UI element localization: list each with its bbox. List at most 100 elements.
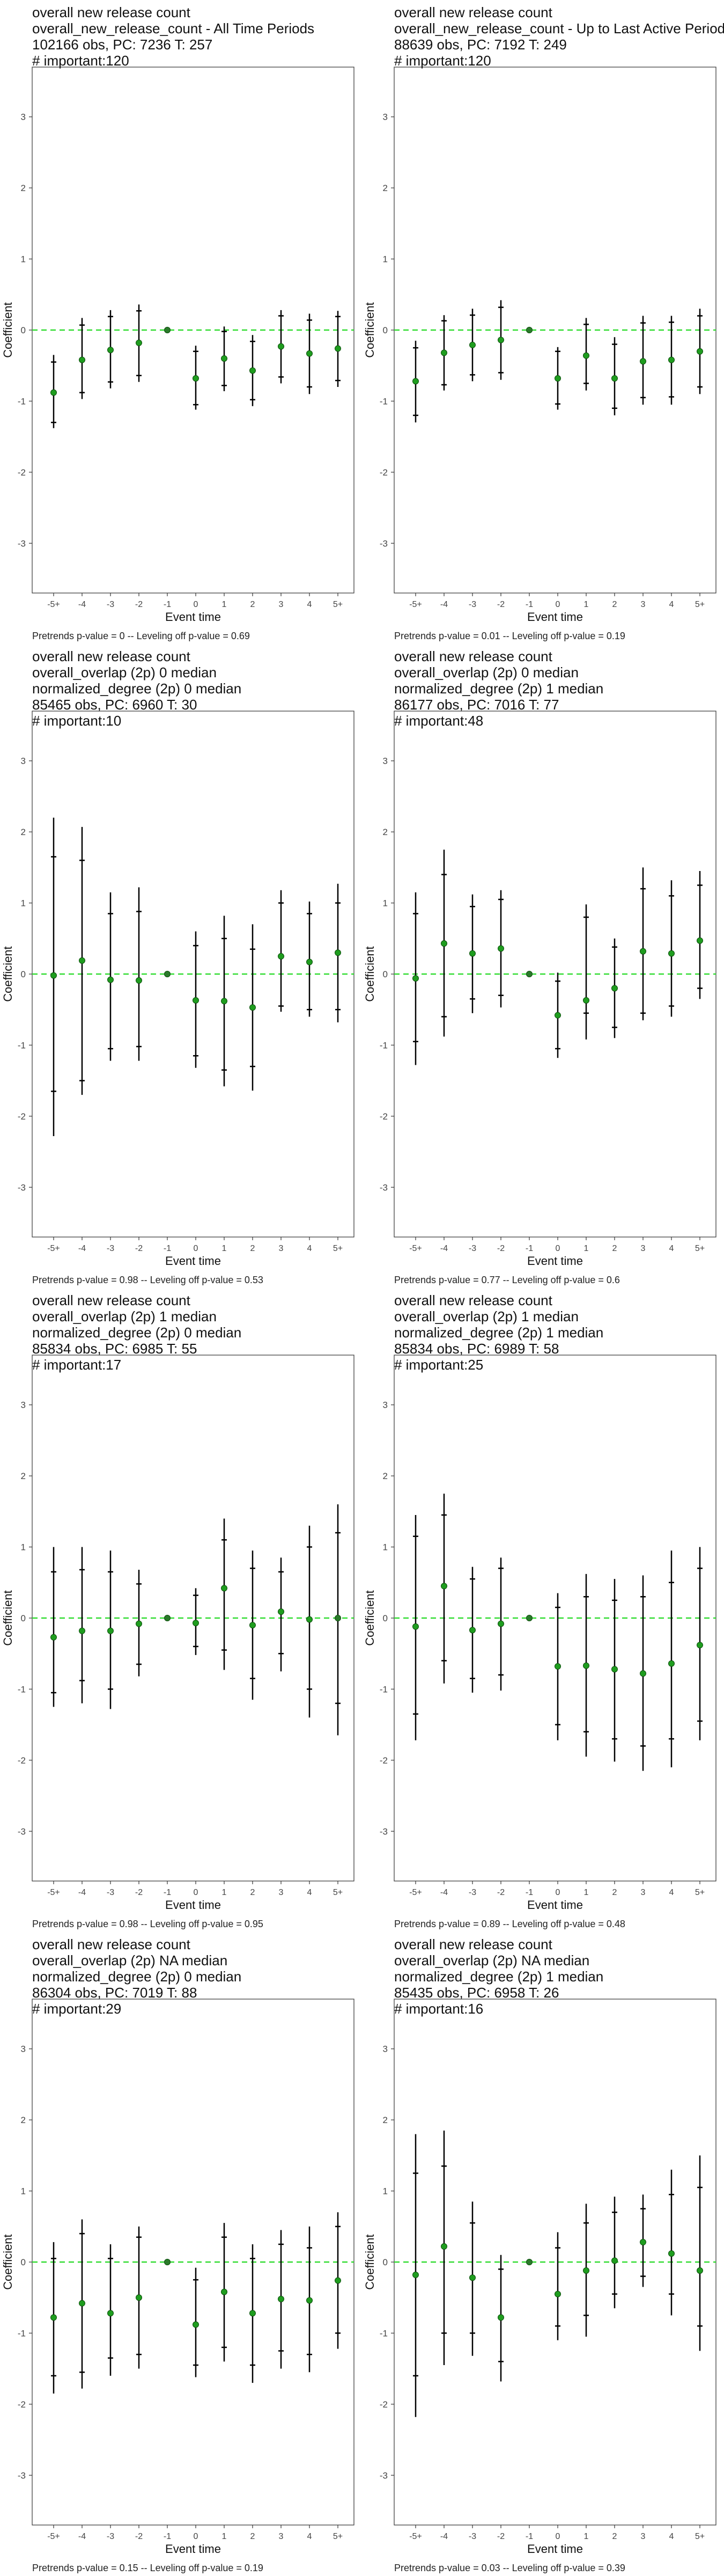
coefficient-point: [697, 2267, 703, 2274]
y-tick-label: 1: [21, 254, 26, 265]
x-tick-label: 3: [279, 2532, 284, 2541]
coefficient-point: [583, 997, 589, 1004]
chart-title-line: # important:17: [32, 1357, 122, 1373]
x-tick-label: 5+: [695, 1888, 705, 1897]
chart-panel: overall new release count overall_overlap…: [362, 644, 724, 1288]
chart-title-line: # important:120: [394, 53, 491, 69]
x-tick-label: 2: [250, 2532, 255, 2541]
coefficient-point: [555, 1012, 561, 1019]
x-tick-label: -3: [107, 1888, 114, 1897]
chart-title-line: overall new release count: [394, 648, 552, 664]
coefficient-point: [136, 339, 142, 346]
coefficient-point: [469, 950, 476, 957]
y-tick-label: -2: [18, 1755, 26, 1766]
x-tick-label: 4: [307, 600, 312, 609]
x-tick-label: 4: [669, 600, 674, 609]
y-tick-label: 2: [21, 183, 26, 193]
chart-title-line: 85435 obs, PC: 6958 T: 26: [394, 1985, 559, 2001]
chart-svg: -3 -2 -1 0 1 2 3 -5+ -4 -3 -2 -1 0 1 2 3 4 5+ Event time Co…: [1, 1999, 354, 2556]
y-tick-label: 3: [383, 756, 388, 766]
chart-title-line: overall new release count: [394, 1292, 552, 1308]
y-axis-title: Coefficient: [1, 2234, 14, 2290]
x-tick-label: -1: [526, 600, 533, 609]
coefficient-point: [221, 998, 227, 1005]
coefficient-point: [306, 958, 313, 965]
x-axis-title: Event time: [527, 1898, 583, 1912]
x-tick-label: -1: [164, 1888, 171, 1897]
chart-title-line: overall_overlap (2p) 1 median: [32, 1308, 217, 1324]
coefficient-point: [583, 1662, 589, 1669]
x-tick-label: -2: [135, 2532, 143, 2541]
y-axis-title: Coefficient: [363, 946, 376, 1002]
y-tick-label: -2: [380, 2399, 388, 2410]
y-tick-label: 3: [383, 2044, 388, 2054]
chart-svg: -3 -2 -1 0 1 2 3 -5+ -4 -3 -2 -1 0 1 2 3 4 5+ Event time Co…: [363, 711, 716, 1268]
chart-svg: -3 -2 -1 0 1 2 3 -5+ -4 -3 -2 -1 0 1 2 3 4 5+ Event time Co…: [1, 67, 354, 624]
coefficient-point: [107, 976, 114, 983]
x-tick-label: -3: [469, 1244, 476, 1253]
y-tick-label: 2: [383, 2115, 388, 2125]
coefficient-point: [221, 355, 227, 362]
coefficient-point: [50, 1634, 57, 1641]
x-tick-label: -3: [107, 2532, 114, 2541]
y-tick-label: -3: [18, 538, 26, 548]
x-tick-label: -5+: [47, 2532, 60, 2541]
coefficient-point: [335, 949, 341, 956]
y-axis-title: Coefficient: [1, 302, 14, 358]
y-tick-label: 2: [21, 827, 26, 837]
coefficient-point: [278, 953, 284, 960]
x-tick-label: 0: [194, 2532, 198, 2541]
chart-panel: overall new release count overall_overlap…: [0, 1288, 362, 1932]
x-tick-label: 3: [641, 600, 646, 609]
coefficient-point: [441, 1583, 447, 1590]
chart-title-line: # important:29: [32, 2001, 122, 2017]
coefficient-point: [668, 356, 675, 363]
x-tick-label: 2: [612, 1244, 617, 1253]
coefficient-point: [412, 2271, 419, 2278]
y-tick-label: 0: [383, 1613, 388, 1623]
x-tick-label: -4: [78, 600, 86, 609]
chart-title-line: 86304 obs, PC: 7019 T: 88: [32, 1985, 197, 2001]
x-tick-label: -1: [164, 1244, 171, 1253]
y-tick-label: 1: [21, 1542, 26, 1553]
x-tick-label: -2: [497, 600, 505, 609]
x-tick-label: 5+: [333, 1888, 343, 1897]
chart-title-block: overall new release count overall_overlap…: [32, 1292, 241, 1373]
coefficient-point: [697, 348, 703, 355]
coefficient-point: [412, 975, 419, 982]
chart-title-line: overall new release count: [32, 648, 190, 664]
x-axis-title: Event time: [527, 1254, 583, 1268]
chart-footer-pvalues: Pretrends p-value = 0 -- Leveling off p-…: [32, 631, 250, 641]
chart-title-block: overall new release count overall_overlap…: [394, 1292, 603, 1373]
y-tick-label: 2: [383, 827, 388, 837]
coefficient-point: [107, 1627, 114, 1634]
coefficient-point: [526, 2259, 533, 2265]
x-tick-label: 5+: [695, 1244, 705, 1253]
coefficient-point: [306, 2297, 313, 2304]
x-tick-label: 3: [279, 1244, 284, 1253]
coefficient-point: [164, 971, 171, 977]
chart-title-line: 85834 obs, PC: 6985 T: 55: [32, 1341, 197, 1357]
x-tick-label: 5+: [333, 1244, 343, 1253]
coefficient-point: [697, 1642, 703, 1649]
coefficient-point: [469, 341, 476, 348]
x-tick-label: -5+: [47, 1244, 60, 1253]
y-axis-title: Coefficient: [1, 946, 14, 1002]
x-tick-label: -4: [78, 2532, 86, 2541]
x-tick-label: -2: [497, 1244, 505, 1253]
coefficient-point: [498, 945, 504, 952]
coefficient-point: [640, 2238, 646, 2245]
coefficient-point: [249, 1004, 256, 1011]
coefficient-point: [79, 2300, 85, 2307]
y-tick-label: 2: [21, 1471, 26, 1481]
coefficient-point: [50, 972, 57, 979]
coefficient-point: [335, 1615, 341, 1621]
chart-title-line: normalized_degree (2p) 0 median: [32, 680, 242, 697]
y-tick-label: 3: [21, 112, 26, 122]
coefficient-point: [164, 327, 171, 333]
x-tick-label: 1: [222, 2532, 227, 2541]
y-tick-label: -1: [380, 396, 388, 406]
coefficient-point: [221, 2288, 227, 2295]
x-tick-label: 1: [584, 2532, 589, 2541]
chart-title-block: overall new release count overall_overlap…: [394, 648, 603, 729]
